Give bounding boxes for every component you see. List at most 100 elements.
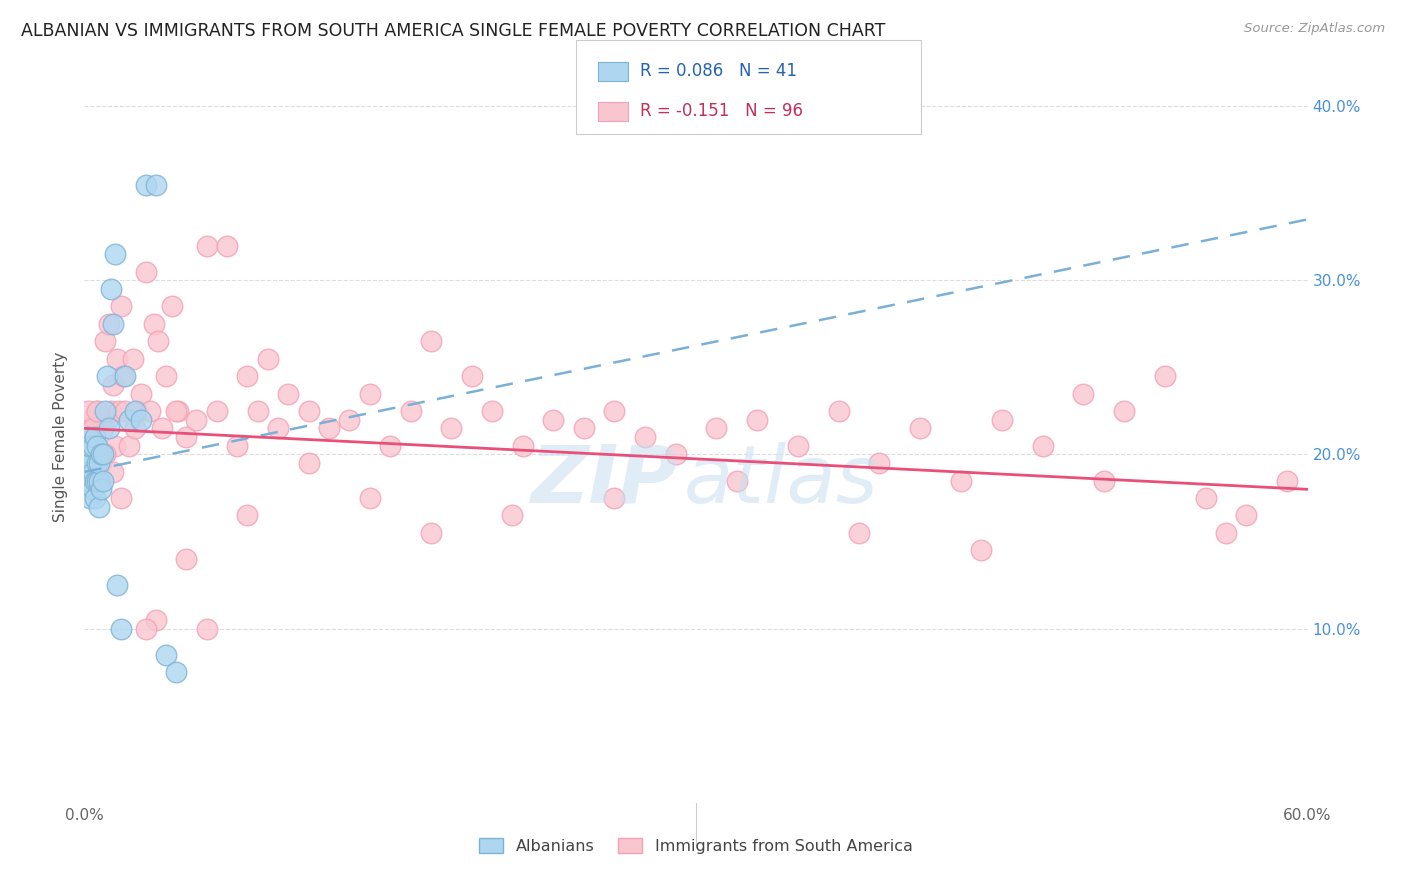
Point (91, 448, 114, 462)
Point (572, 421, 595, 435)
Point (127, 404, 149, 418)
Point (90, 448, 112, 462)
Point (186, 412, 208, 426)
Point (82, 421, 104, 435)
Point (461, 369, 484, 384)
Point (150, 421, 173, 435)
Point (543, 412, 565, 426)
Point (195, 622, 218, 636)
Point (747, 412, 769, 426)
Point (217, 238, 239, 252)
Point (110, 622, 132, 636)
Point (155, 648, 177, 662)
Point (131, 386, 153, 401)
Point (160, 300, 183, 314)
Point (226, 439, 249, 453)
Point (869, 456, 891, 470)
Point (91, 474, 114, 488)
Point (195, 238, 218, 252)
Point (79, 474, 101, 488)
Point (79, 491, 101, 505)
Point (122, 351, 145, 366)
Text: ZIP: ZIP (530, 442, 678, 520)
Point (91, 421, 114, 435)
Point (1195, 491, 1218, 505)
Point (100, 404, 122, 418)
Point (90, 456, 112, 470)
Point (110, 300, 132, 314)
Point (114, 404, 136, 418)
Point (90, 412, 112, 426)
Point (420, 334, 443, 349)
Point (236, 369, 259, 384)
Point (79, 456, 101, 470)
Point (77, 465, 100, 479)
Point (101, 317, 124, 331)
Point (440, 421, 463, 435)
Point (86, 404, 108, 418)
Point (603, 491, 626, 505)
Text: Source: ZipAtlas.com: Source: ZipAtlas.com (1244, 22, 1385, 36)
Point (277, 386, 299, 401)
Point (77, 474, 100, 488)
Point (725, 474, 748, 488)
Point (124, 421, 146, 435)
Point (75, 439, 97, 453)
Point (97, 421, 120, 435)
Text: R = -0.151   N = 96: R = -0.151 N = 96 (640, 103, 803, 120)
Point (380, 439, 402, 453)
Point (135, 178, 157, 192)
Point (86, 404, 108, 418)
Point (145, 613, 167, 627)
Point (1277, 474, 1299, 488)
Point (82, 439, 104, 453)
Point (124, 404, 146, 418)
Point (93, 448, 115, 462)
Point (1032, 439, 1054, 453)
Point (77, 404, 100, 418)
Point (101, 465, 124, 479)
Point (104, 439, 127, 453)
Point (138, 404, 160, 418)
Point (420, 525, 443, 540)
Point (90, 483, 112, 497)
Point (79, 412, 101, 426)
Point (359, 386, 381, 401)
Point (83, 491, 105, 505)
Text: R = 0.086   N = 41: R = 0.086 N = 41 (640, 62, 797, 80)
Point (399, 404, 422, 418)
Point (1215, 525, 1237, 540)
Point (87, 500, 110, 514)
Point (135, 265, 157, 279)
Point (108, 404, 131, 418)
Point (82, 465, 104, 479)
Point (110, 491, 132, 505)
Point (848, 525, 870, 540)
Point (1114, 404, 1136, 418)
Point (104, 247, 127, 261)
Point (105, 578, 128, 592)
Point (86, 439, 108, 453)
Point (101, 377, 124, 392)
Point (502, 508, 524, 523)
Point (77, 430, 100, 444)
Point (114, 369, 136, 384)
Point (257, 351, 280, 366)
Text: atlas: atlas (683, 442, 879, 520)
Point (165, 404, 187, 418)
Point (145, 178, 167, 192)
Point (706, 421, 728, 435)
Point (665, 448, 688, 462)
Point (77, 421, 100, 435)
Point (87, 456, 110, 470)
Point (131, 412, 153, 426)
Point (1154, 369, 1177, 384)
Point (146, 334, 169, 349)
Point (236, 508, 259, 523)
Point (359, 491, 381, 505)
Point (97, 317, 120, 331)
Point (112, 369, 135, 384)
Point (118, 412, 141, 426)
Point (1073, 386, 1095, 401)
Point (93, 404, 115, 418)
